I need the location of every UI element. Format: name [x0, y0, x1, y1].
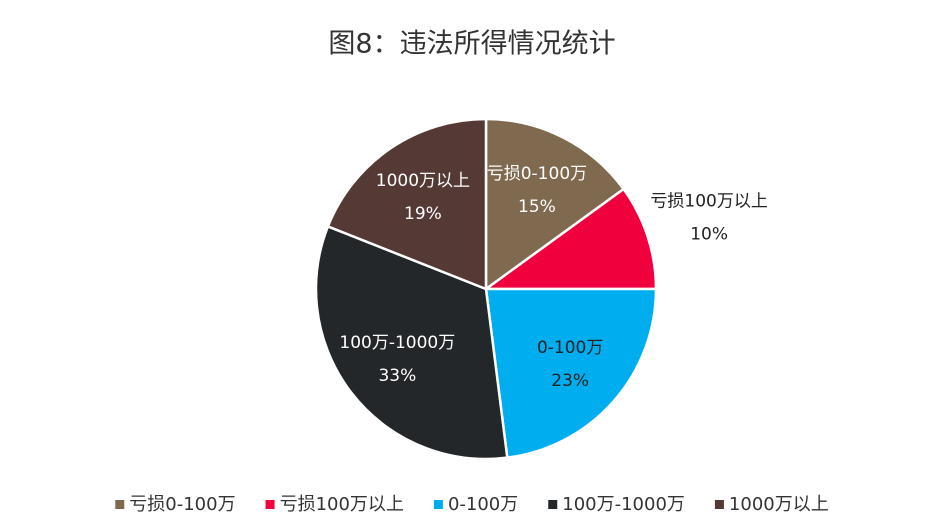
data-label-category: 100万-1000万 — [339, 333, 455, 353]
chart-title: 图8：违法所得情况统计 — [328, 29, 615, 60]
data-label-category: 1000万以上 — [376, 171, 470, 191]
pie-slice — [484, 117, 626, 292]
pie-slice — [314, 224, 509, 461]
legend-swatch — [714, 500, 724, 509]
legend-label: 亏损0-100万 — [129, 494, 235, 515]
legend-label: 1000万以上 — [729, 494, 829, 515]
data-label-category: 亏损100万以上 — [650, 192, 767, 212]
pie-slice — [484, 287, 658, 460]
legend-label: 亏损100万以上 — [280, 494, 404, 515]
data-label-category: 亏损0-100万 — [487, 164, 587, 184]
pie-slice — [326, 117, 488, 291]
data-label-value: 10% — [690, 225, 728, 245]
legend-label: 100万-1000万 — [562, 494, 685, 515]
data-label-value: 33% — [378, 366, 416, 386]
legend-swatch — [548, 500, 558, 509]
legend-swatch — [265, 500, 275, 509]
data-label-value: 19% — [404, 204, 442, 224]
legend-swatch — [115, 500, 125, 509]
legend: 亏损0-100万 亏损100万以上 0-100万 100万-1000万 1000万以上 — [115, 494, 829, 515]
data-label-value: 23% — [551, 371, 589, 391]
legend-swatch — [433, 500, 443, 509]
data-label-category: 0-100万 — [537, 338, 603, 358]
data-label-value: 15% — [518, 197, 556, 217]
legend-label: 0-100万 — [448, 494, 518, 515]
pie-slice — [482, 187, 658, 291]
